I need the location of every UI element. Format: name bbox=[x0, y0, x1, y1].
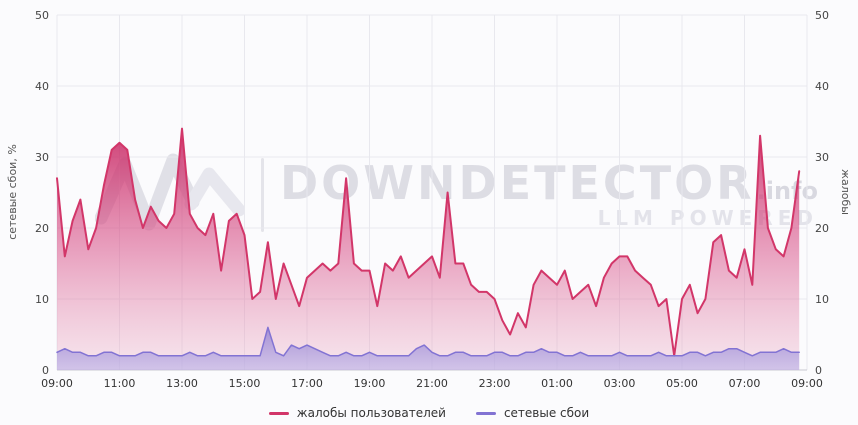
y-tick-label-left: 20 bbox=[35, 222, 49, 235]
x-tick-label: 15:00 bbox=[229, 377, 261, 390]
x-tick-label: 21:00 bbox=[416, 377, 448, 390]
x-tick-label: 23:00 bbox=[479, 377, 511, 390]
y-tick-label-left: 0 bbox=[42, 364, 49, 377]
x-tick-label: 09:00 bbox=[41, 377, 73, 390]
y-tick-label-right: 30 bbox=[815, 151, 829, 164]
y-tick-label-left: 30 bbox=[35, 151, 49, 164]
y-tick-label-left: 50 bbox=[35, 9, 49, 22]
y-tick-label-left: 10 bbox=[35, 293, 49, 306]
y-tick-label-right: 10 bbox=[815, 293, 829, 306]
series-line-0 bbox=[56, 127, 801, 357]
x-tick-label: 17:00 bbox=[291, 377, 323, 390]
y-tick-label-left: 40 bbox=[35, 80, 49, 93]
x-tick-label: 03:00 bbox=[604, 377, 636, 390]
x-tick-label: 05:00 bbox=[666, 377, 698, 390]
x-tick-label: 07:00 bbox=[729, 377, 761, 390]
x-tick-label: 19:00 bbox=[354, 377, 386, 390]
x-tick-label: 13:00 bbox=[166, 377, 198, 390]
x-tick-label: 11:00 bbox=[104, 377, 136, 390]
legend: жалобы пользователей сетевые сбои bbox=[0, 406, 858, 420]
legend-label-complaints: жалобы пользователей bbox=[296, 406, 446, 420]
y-tick-label-right: 0 bbox=[815, 364, 822, 377]
y-tick-label-right: 20 bbox=[815, 222, 829, 235]
y-tick-label-right: 40 bbox=[815, 80, 829, 93]
legend-item-network: сетевые сбои bbox=[475, 406, 590, 420]
x-tick-label: 01:00 bbox=[541, 377, 573, 390]
y-axis-title-left: сетевые сбои, % bbox=[6, 144, 19, 240]
series-area-0 bbox=[57, 128, 800, 370]
legend-item-complaints: жалобы пользователей bbox=[268, 406, 446, 420]
series-line-1 bbox=[56, 326, 800, 357]
legend-swatch-complaints bbox=[268, 411, 289, 415]
legend-swatch-network bbox=[475, 411, 496, 415]
y-tick-label-right: 50 bbox=[815, 9, 829, 22]
y-axis-title-right: жалобы bbox=[839, 169, 852, 215]
x-tick-label: 09:00 bbox=[791, 377, 823, 390]
legend-label-network: сетевые сбои bbox=[503, 406, 590, 420]
